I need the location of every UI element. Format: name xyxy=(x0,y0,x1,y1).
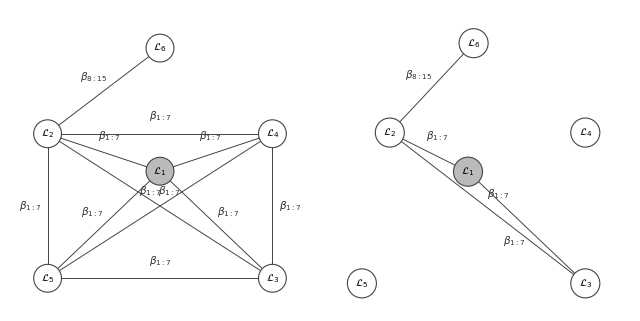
Text: $\beta_{1:7}$: $\beta_{1:7}$ xyxy=(488,187,510,201)
Text: $\beta_{1:7}$: $\beta_{1:7}$ xyxy=(19,199,42,213)
Text: $\beta_{1:7}$: $\beta_{1:7}$ xyxy=(200,129,222,143)
Text: $\mathcal{L}_{5}$: $\mathcal{L}_{5}$ xyxy=(355,277,369,290)
Text: $\mathcal{L}_{1}$: $\mathcal{L}_{1}$ xyxy=(461,165,475,178)
Circle shape xyxy=(34,120,61,148)
Circle shape xyxy=(146,157,174,185)
Text: $\beta_{8:15}$: $\beta_{8:15}$ xyxy=(405,68,432,82)
Text: $\beta_{1:7}$: $\beta_{1:7}$ xyxy=(158,184,180,198)
Text: $\beta_{1:7}$: $\beta_{1:7}$ xyxy=(140,184,162,198)
Circle shape xyxy=(454,157,483,186)
Text: $\beta_{1:7}$: $\beta_{1:7}$ xyxy=(217,205,239,219)
Text: $\mathcal{L}_{4}$: $\mathcal{L}_{4}$ xyxy=(266,127,279,140)
Circle shape xyxy=(348,269,376,298)
Text: $\mathcal{L}_{6}$: $\mathcal{L}_{6}$ xyxy=(467,37,480,50)
Text: $\beta_{1:7}$: $\beta_{1:7}$ xyxy=(426,129,448,143)
Text: $\mathcal{L}_{5}$: $\mathcal{L}_{5}$ xyxy=(41,272,54,285)
Text: $\beta_{8:15}$: $\beta_{8:15}$ xyxy=(80,70,107,84)
Circle shape xyxy=(259,264,286,292)
Circle shape xyxy=(459,29,488,58)
Circle shape xyxy=(259,120,286,148)
Text: $\beta_{1:7}$: $\beta_{1:7}$ xyxy=(278,199,301,213)
Text: $\beta_{1:7}$: $\beta_{1:7}$ xyxy=(81,205,103,219)
Circle shape xyxy=(571,269,600,298)
Text: $\beta_{1:7}$: $\beta_{1:7}$ xyxy=(148,254,172,268)
Text: $\mathcal{L}_{3}$: $\mathcal{L}_{3}$ xyxy=(266,272,279,285)
Circle shape xyxy=(571,118,600,147)
Text: $\mathcal{L}_{3}$: $\mathcal{L}_{3}$ xyxy=(579,277,592,290)
Text: $\mathcal{L}_{6}$: $\mathcal{L}_{6}$ xyxy=(154,42,166,55)
Text: $\mathcal{L}_{4}$: $\mathcal{L}_{4}$ xyxy=(579,126,592,139)
Text: $\mathcal{L}_{2}$: $\mathcal{L}_{2}$ xyxy=(41,127,54,140)
Text: $\mathcal{L}_{2}$: $\mathcal{L}_{2}$ xyxy=(383,126,396,139)
Text: $\beta_{1:7}$: $\beta_{1:7}$ xyxy=(148,109,172,123)
Circle shape xyxy=(375,118,404,147)
Circle shape xyxy=(146,34,174,62)
Text: $\mathcal{L}_{1}$: $\mathcal{L}_{1}$ xyxy=(154,165,166,178)
Text: $\beta_{1:7}$: $\beta_{1:7}$ xyxy=(98,129,120,143)
Circle shape xyxy=(34,264,61,292)
Text: $\beta_{1:7}$: $\beta_{1:7}$ xyxy=(503,234,525,248)
